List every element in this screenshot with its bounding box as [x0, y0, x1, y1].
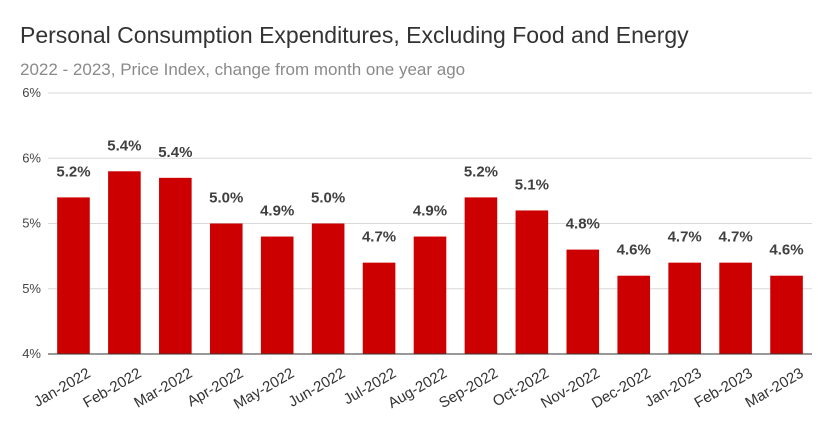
bar — [515, 210, 549, 354]
bars — [57, 171, 803, 354]
y-tick-label: 4% — [22, 346, 41, 361]
bar — [159, 177, 192, 354]
bar-data-label: 4.9% — [413, 203, 447, 220]
bar-data-label: 4.7% — [668, 229, 702, 246]
chart-subtitle: 2022 - 2023, Price Index, change from mo… — [20, 60, 465, 79]
bar — [209, 223, 243, 354]
bar — [260, 236, 294, 354]
bar — [464, 197, 498, 354]
bar-data-label: 4.7% — [718, 229, 752, 246]
bar-data-label: 4.6% — [769, 242, 803, 259]
bar-data-label: 5.4% — [158, 144, 192, 161]
chart-title: Personal Consumption Expenditures, Exclu… — [20, 22, 689, 48]
bar-data-label: 5.2% — [464, 163, 498, 180]
bar — [362, 262, 396, 354]
bar — [617, 275, 651, 354]
y-tick-label: 6% — [22, 150, 41, 165]
bar-data-label: 5.4% — [107, 137, 141, 154]
bar — [566, 249, 600, 354]
bar-data-label: 5.0% — [209, 190, 243, 207]
y-tick-label: 5% — [22, 281, 41, 296]
y-tick-label: 5% — [22, 216, 41, 231]
bar — [770, 275, 803, 354]
y-axis-ticks: 4% 5% 5% 6% 6% — [22, 85, 41, 361]
x-tick-label: Dec-2022 — [589, 365, 654, 412]
x-tick-label: Mar-2022 — [131, 365, 195, 412]
x-tick-label: Sep-2022 — [436, 365, 501, 412]
bar — [413, 236, 447, 354]
bar-data-label: 4.9% — [260, 203, 294, 220]
bar — [57, 197, 90, 354]
bar-data-label: 5.0% — [311, 190, 345, 207]
bar — [108, 171, 141, 354]
bar-data-label: 4.6% — [617, 242, 651, 259]
x-tick-label: Jun-2022 — [285, 365, 348, 411]
data-labels: 5.2% 5.4% 5.4% 5.0% 4.9% 5.0% 4.7% 4.9% 5.2% 5.1%… — [56, 137, 803, 258]
bar-data-label: 4.8% — [566, 216, 600, 233]
x-tick-label: Mar-2023 — [742, 365, 806, 412]
bar — [668, 262, 701, 354]
y-tick-label: 6% — [22, 85, 41, 100]
bar — [311, 223, 345, 354]
x-axis-ticks: Jan-2022Feb-2022Mar-2022Apr-2022May-2022… — [31, 365, 807, 413]
bar-data-label: 4.7% — [362, 229, 396, 246]
bar-data-label: 5.1% — [515, 176, 549, 193]
bar-data-label: 5.2% — [56, 163, 90, 180]
bar — [719, 262, 752, 354]
